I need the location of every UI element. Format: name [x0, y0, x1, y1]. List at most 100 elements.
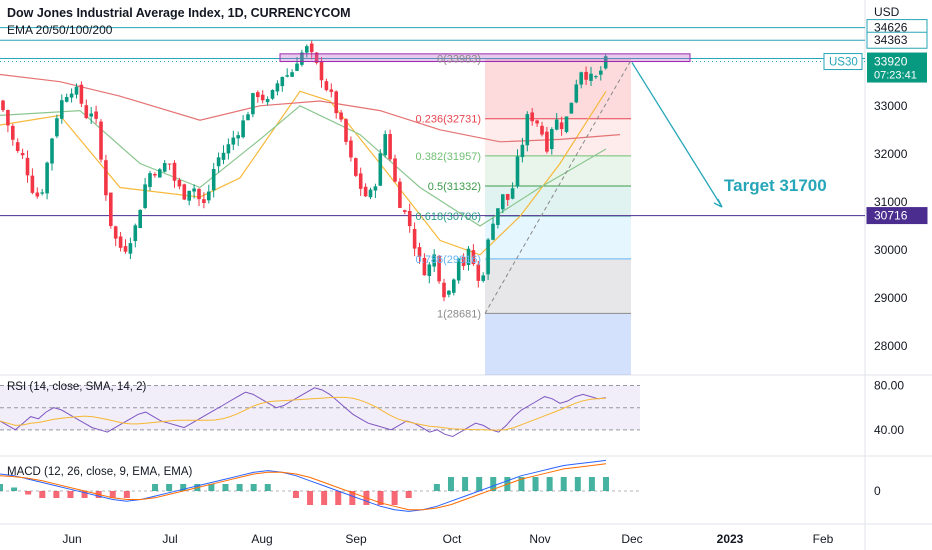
candle-body: [383, 134, 387, 156]
candle-body: [202, 199, 206, 204]
candle-body: [236, 135, 240, 139]
macd-legend[interactable]: MACD (12, 26, close, 9, EMA, EMA): [7, 466, 193, 478]
candle-body: [476, 264, 481, 281]
candle-body: [133, 225, 138, 241]
currency-label[interactable]: USD: [874, 5, 900, 19]
macd-histogram-bar: [560, 477, 567, 491]
target-annotation[interactable]: Target 31700: [724, 176, 827, 195]
candle-body: [177, 179, 182, 187]
rsi-pane[interactable]: 80.00 40.00: [0, 379, 904, 438]
candle-body: [256, 92, 260, 98]
macd-histogram-bar: [123, 491, 130, 498]
time-axis-label: Oct: [443, 532, 462, 546]
ema-line: [0, 105, 607, 227]
macd-histogram-bar: [109, 491, 116, 498]
candle-body: [25, 157, 30, 176]
candle-body: [305, 46, 309, 53]
rsi-legend[interactable]: RSI (14, close, SMA, 14, 2): [7, 381, 147, 393]
candle-body: [388, 133, 392, 160]
candle-body: [74, 86, 79, 95]
candle-body: [461, 256, 466, 266]
candle-body: [309, 43, 314, 53]
price-level-box: [866, 31, 928, 49]
candle-body: [354, 158, 358, 176]
macd-histogram-bar: [574, 477, 581, 491]
candle-body: [349, 140, 353, 158]
macd-line: [0, 459, 607, 512]
macd-histogram-bar: [39, 491, 46, 498]
candle-body: [599, 70, 603, 75]
time-axis-label: Nov: [529, 532, 550, 546]
price-tick-label: 31000: [874, 195, 908, 209]
macd-signal-line: [0, 463, 607, 511]
macd-histogram-bar: [377, 491, 384, 505]
candle-body: [99, 121, 103, 160]
candle-body: [535, 120, 539, 124]
candle-body: [574, 84, 579, 103]
candle-body: [172, 162, 177, 181]
candle-body: [35, 192, 40, 197]
candle-body: [45, 162, 49, 194]
candle-body: [15, 142, 20, 152]
candle-body: [30, 175, 35, 193]
macd-histogram-bar: [11, 487, 18, 491]
candle-body: [226, 144, 231, 154]
macd-histogram-bar: [152, 484, 159, 491]
candle-body: [216, 157, 221, 167]
candle-body: [314, 52, 319, 63]
candle-body: [319, 61, 324, 81]
macd-histogram-bar: [0, 484, 3, 491]
time-axis[interactable]: Jun Jul Aug Sep Oct Nov Dec 2023 Feb: [62, 532, 833, 546]
macd-histogram-bar: [603, 477, 609, 491]
fib-zone: [485, 216, 631, 259]
candle-body: [496, 208, 500, 225]
macd-histogram-bar: [546, 477, 553, 491]
drawings[interactable]: [279, 53, 723, 314]
ema-legend[interactable]: EMA 20/50/100/200: [7, 23, 113, 37]
macd-histogram-bar: [264, 484, 271, 491]
candle-body: [363, 186, 368, 197]
candle-body: [545, 131, 549, 152]
last-price-badge: [867, 52, 927, 83]
candle-body: [569, 102, 574, 114]
candle-body: [427, 264, 432, 276]
macd-histogram-bar: [222, 484, 229, 491]
candle-body: [300, 52, 304, 65]
macd-histogram-bar: [588, 477, 595, 491]
macd-pane[interactable]: 0: [0, 459, 881, 512]
fib-zone: [485, 155, 631, 186]
macd-histogram-bar: [166, 484, 173, 491]
macd-histogram-bar: [236, 484, 243, 491]
candle-body: [11, 125, 15, 140]
candle-body: [148, 173, 152, 187]
candle-body: [471, 250, 476, 265]
candle-body: [579, 72, 583, 85]
candle-body: [412, 228, 417, 249]
time-axis-label: Jun: [62, 532, 81, 546]
candle-body: [231, 137, 236, 145]
candle-body: [373, 186, 378, 191]
fib-level-label: 1(28681): [437, 308, 481, 320]
candle-body: [207, 191, 211, 201]
candle-body: [589, 73, 593, 81]
price-tick-label: 28000: [874, 339, 908, 353]
candle-body: [358, 173, 363, 189]
candle-body: [466, 248, 471, 265]
candle-body: [520, 144, 525, 158]
candle-body: [339, 112, 343, 120]
candle-body: [275, 83, 280, 92]
candle-body: [290, 72, 294, 77]
price-level-value: 30716: [874, 209, 908, 223]
candle-body: [109, 192, 113, 226]
target-arrowhead: [713, 198, 723, 208]
candle-body: [594, 76, 598, 78]
macd-histogram-bar: [67, 491, 74, 498]
candle-body: [334, 91, 338, 114]
symbol-label: US30: [829, 57, 858, 69]
candle-body: [20, 152, 25, 156]
fib-level-label: 0.786(29816): [416, 254, 481, 266]
